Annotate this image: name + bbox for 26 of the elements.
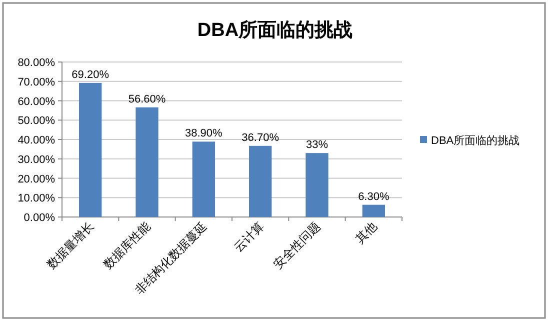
bar	[192, 142, 215, 217]
y-tick-label: 0.00%	[24, 212, 56, 224]
chart-title: DBA所面临的挑战	[197, 19, 353, 41]
data-label: 36.70%	[242, 132, 280, 144]
y-tick-label: 60.00%	[18, 96, 56, 108]
x-tick-label: 安全性问题	[270, 219, 324, 272]
y-tick-label: 50.00%	[18, 115, 56, 128]
bar	[136, 107, 158, 217]
y-tick-label: 40.00%	[18, 134, 56, 146]
y-tick-label: 80.00%	[18, 57, 56, 69]
data-label: 38.90%	[185, 128, 223, 140]
y-tick-label: 10.00%	[18, 192, 56, 205]
y-tick-label: 20.00%	[18, 173, 56, 186]
bar	[79, 82, 102, 217]
data-label: 69.20%	[72, 68, 110, 81]
x-tick-label: 云计算	[231, 219, 266, 255]
y-tick-label: 70.00%	[18, 76, 56, 88]
y-tick-label: 30.00%	[18, 154, 56, 166]
bar	[362, 204, 385, 217]
data-label: 6.30%	[358, 190, 390, 203]
bar	[249, 146, 272, 217]
bar	[306, 153, 328, 217]
legend-label: DBA所面临的挑战	[431, 134, 520, 147]
data-label: 33%	[306, 139, 328, 152]
data-label: 56.60%	[128, 93, 166, 106]
x-tick-label: 其他	[352, 219, 380, 246]
